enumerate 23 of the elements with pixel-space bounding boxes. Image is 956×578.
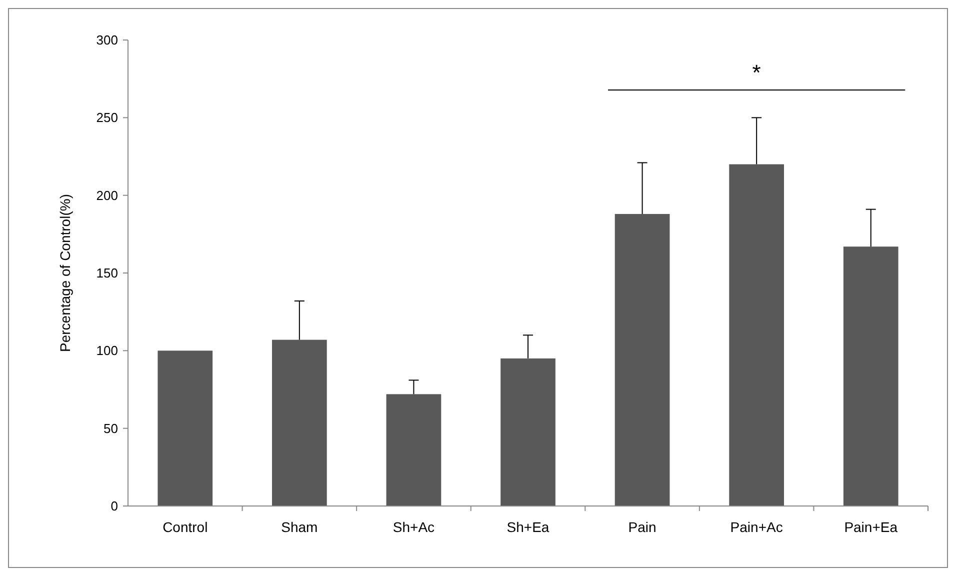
y-axis-title: Percentage of Control(%) <box>57 194 73 352</box>
y-tick-label: 50 <box>104 420 118 436</box>
x-tick-label: Pain+Ea <box>844 519 898 535</box>
x-tick-label: Sh+Ea <box>506 519 550 535</box>
bar <box>272 340 327 506</box>
x-tick-label: Control <box>162 519 208 535</box>
annotation: * <box>752 60 762 85</box>
x-tick-label: Pain+Ac <box>730 519 783 535</box>
y-tick-label: 250 <box>96 110 118 126</box>
y-tick-label: 0 <box>110 498 118 514</box>
y-tick-label: 200 <box>96 188 118 203</box>
bar <box>158 350 213 506</box>
bar <box>614 214 670 506</box>
bar <box>843 246 898 506</box>
bar <box>500 358 556 506</box>
y-tick-label: 100 <box>96 343 118 358</box>
y-tick-label: 150 <box>96 266 118 281</box>
x-tick-label: Sham <box>281 519 318 535</box>
bar <box>729 164 784 506</box>
y-tick-label: 300 <box>96 32 118 48</box>
bar <box>386 394 442 506</box>
x-tick-label: Pain <box>628 519 656 535</box>
x-tick-label: Sh+Ac <box>392 519 435 535</box>
